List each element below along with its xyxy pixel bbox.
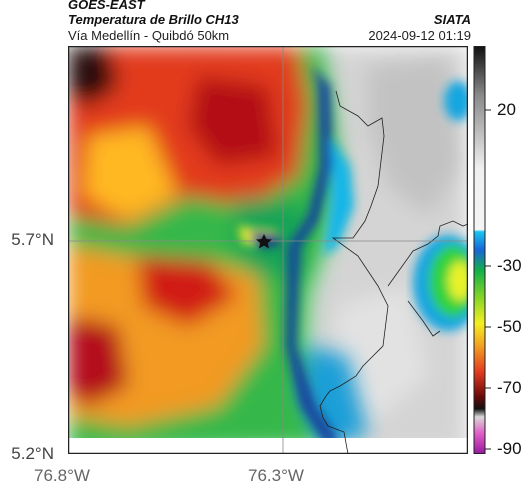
- cb-tick-minus50: -50: [497, 317, 522, 336]
- clear-sky-region: [303, 46, 468, 454]
- datetime-label: 2024-09-12 01:19: [368, 28, 471, 43]
- product-title: Temperatura de Brillo CH13: [68, 12, 239, 27]
- colorbar: [473, 46, 491, 454]
- coastline: [319, 90, 389, 454]
- agency-label: SIATA: [433, 12, 471, 27]
- lon-tick-76.8: 76.8°W: [34, 466, 90, 485]
- map-frame: [68, 46, 468, 454]
- no-data-strip: [68, 438, 468, 454]
- star-icon: [256, 234, 272, 249]
- lat-tick-5.2: 5.2°N: [11, 444, 54, 463]
- cb-tick-20: 20: [497, 100, 516, 119]
- lat-tick-5.7: 5.7°N: [11, 230, 54, 249]
- coastline-east: [387, 220, 468, 287]
- right-convective-cell: [413, 81, 468, 331]
- brightness-temperature-map: [68, 46, 468, 454]
- cold-cloud-region: [68, 46, 368, 454]
- cb-tick-minus90: -90: [497, 439, 522, 458]
- route-label: Vía Medellín - Quibdó 50km: [68, 28, 230, 43]
- lon-tick-76.3: 76.3°W: [248, 466, 304, 485]
- satellite-name: GOES-EAST: [68, 0, 145, 12]
- cb-tick-minus70: -70: [497, 378, 522, 397]
- cb-tick-minus30: -30: [497, 256, 522, 275]
